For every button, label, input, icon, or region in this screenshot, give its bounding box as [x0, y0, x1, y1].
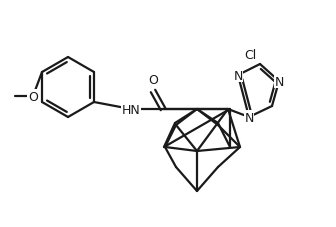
Text: O: O: [148, 74, 158, 87]
Text: HN: HN: [122, 103, 140, 116]
Text: Cl: Cl: [245, 49, 257, 62]
Text: N: N: [233, 69, 243, 82]
Text: N: N: [274, 75, 284, 88]
Text: N: N: [244, 111, 254, 124]
Text: O: O: [28, 90, 38, 103]
